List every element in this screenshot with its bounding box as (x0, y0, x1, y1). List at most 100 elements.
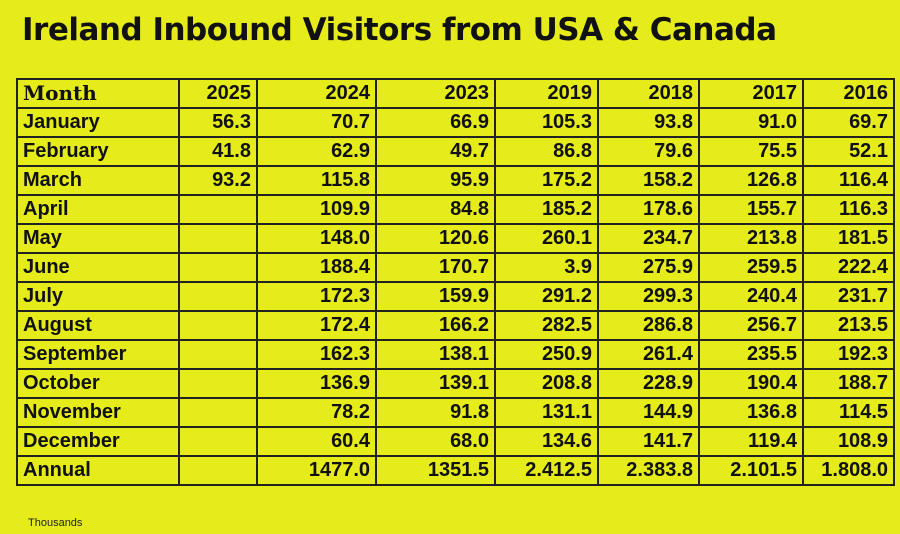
table-cell: 91.0 (698, 107, 804, 138)
table-cell (178, 339, 258, 370)
table-cell: 136.9 (256, 368, 377, 399)
table-cell: 60.4 (256, 426, 377, 457)
table-cell: 159.9 (375, 281, 496, 312)
table-row: December 60.4 68.0 134.6 141.7 119.4 108.9 (16, 426, 895, 457)
column-header-2017: 2017 (698, 78, 804, 109)
table-cell (178, 455, 258, 486)
table-cell: 275.9 (597, 252, 700, 283)
column-header-2023: 2023 (375, 78, 496, 109)
table-cell: 250.9 (494, 339, 599, 370)
table-row: June 188.4 170.7 3.9 275.9 259.5 222.4 (16, 252, 895, 283)
table-row: April 109.9 84.8 185.2 178.6 155.7 116.3 (16, 194, 895, 225)
table-cell: 188.7 (802, 368, 895, 399)
table-cell: 1.808.0 (802, 455, 895, 486)
table-cell: 1477.0 (256, 455, 377, 486)
column-header-2018: 2018 (597, 78, 700, 109)
table-cell: 131.1 (494, 397, 599, 428)
table-cell: 108.9 (802, 426, 895, 457)
row-label: July (16, 281, 180, 312)
table-cell: 136.8 (698, 397, 804, 428)
table-cell: 62.9 (256, 136, 377, 167)
table-row: February 41.8 62.9 49.7 86.8 79.6 75.5 52.1 (16, 136, 895, 167)
table-cell: 260.1 (494, 223, 599, 254)
column-header-2024: 2024 (256, 78, 377, 109)
table-cell: 282.5 (494, 310, 599, 341)
row-label: Annual (16, 455, 180, 486)
table-cell: 158.2 (597, 165, 700, 196)
table-cell: 120.6 (375, 223, 496, 254)
table-cell (178, 426, 258, 457)
table-cell: 141.7 (597, 426, 700, 457)
row-label: May (16, 223, 180, 254)
table-cell: 105.3 (494, 107, 599, 138)
table-row: October 136.9 139.1 208.8 228.9 190.4 188.7 (16, 368, 895, 399)
table-cell: 291.2 (494, 281, 599, 312)
table-cell: 228.9 (597, 368, 700, 399)
table-cell: 49.7 (375, 136, 496, 167)
table-row: August 172.4 166.2 282.5 286.8 256.7 213.5 (16, 310, 895, 341)
table-cell: 3.9 (494, 252, 599, 283)
table-cell: 78.2 (256, 397, 377, 428)
table-cell: 52.1 (802, 136, 895, 167)
table-row: March 93.2 115.8 95.9 175.2 158.2 126.8 116.4 (16, 165, 895, 196)
table-cell: 116.4 (802, 165, 895, 196)
table-cell: 68.0 (375, 426, 496, 457)
table-cell: 84.8 (375, 194, 496, 225)
table-cell: 93.2 (178, 165, 258, 196)
table-cell: 166.2 (375, 310, 496, 341)
table-cell: 114.5 (802, 397, 895, 428)
table-cell: 181.5 (802, 223, 895, 254)
table-cell (178, 281, 258, 312)
table-cell: 144.9 (597, 397, 700, 428)
table-cell: 2.383.8 (597, 455, 700, 486)
table-cell: 138.1 (375, 339, 496, 370)
table-cell: 109.9 (256, 194, 377, 225)
table-cell: 93.8 (597, 107, 700, 138)
table-cell: 234.7 (597, 223, 700, 254)
table-row: January 56.3 70.7 66.9 105.3 93.8 91.0 69.7 (16, 107, 895, 138)
table-body: January 56.3 70.7 66.9 105.3 93.8 91.0 69.7 Febr… (16, 107, 895, 486)
chart-title: Ireland Inbound Visitors from USA & Cana… (22, 12, 777, 48)
table-cell: 2.412.5 (494, 455, 599, 486)
table-cell: 155.7 (698, 194, 804, 225)
visitors-table: Month 2025 2024 2023 2019 2018 2017 2016 Januar… (16, 78, 895, 486)
footnote: Thousands (28, 517, 83, 529)
column-header-2025: 2025 (178, 78, 258, 109)
table-cell: 95.9 (375, 165, 496, 196)
table-cell: 1351.5 (375, 455, 496, 486)
table-cell: 91.8 (375, 397, 496, 428)
table-cell: 148.0 (256, 223, 377, 254)
row-label: April (16, 194, 180, 225)
table-cell: 192.3 (802, 339, 895, 370)
table-cell: 299.3 (597, 281, 700, 312)
table-cell: 69.7 (802, 107, 895, 138)
table-cell: 256.7 (698, 310, 804, 341)
table-row: July 172.3 159.9 291.2 299.3 240.4 231.7 (16, 281, 895, 312)
table-cell: 116.3 (802, 194, 895, 225)
column-header-2016: 2016 (802, 78, 895, 109)
table-cell (178, 194, 258, 225)
table-cell: 235.5 (698, 339, 804, 370)
table-cell: 115.8 (256, 165, 377, 196)
header-row: Month 2025 2024 2023 2019 2018 2017 2016 (16, 78, 895, 109)
table-cell: 119.4 (698, 426, 804, 457)
row-label: August (16, 310, 180, 341)
table-cell: 139.1 (375, 368, 496, 399)
table-cell: 261.4 (597, 339, 700, 370)
table-cell: 172.3 (256, 281, 377, 312)
table-cell: 70.7 (256, 107, 377, 138)
table-cell: 75.5 (698, 136, 804, 167)
row-label: December (16, 426, 180, 457)
table-cell (178, 252, 258, 283)
table-cell (178, 368, 258, 399)
table-cell: 56.3 (178, 107, 258, 138)
row-label: November (16, 397, 180, 428)
table-row: Annual 1477.0 1351.5 2.412.5 2.383.8 2.101.5 1… (16, 455, 895, 486)
table-row: November 78.2 91.8 131.1 144.9 136.8 114.5 (16, 397, 895, 428)
table-cell: 286.8 (597, 310, 700, 341)
row-label: March (16, 165, 180, 196)
table-cell: 208.8 (494, 368, 599, 399)
table-row: September 162.3 138.1 250.9 261.4 235.5 192.3 (16, 339, 895, 370)
table-cell: 79.6 (597, 136, 700, 167)
table-cell: 134.6 (494, 426, 599, 457)
